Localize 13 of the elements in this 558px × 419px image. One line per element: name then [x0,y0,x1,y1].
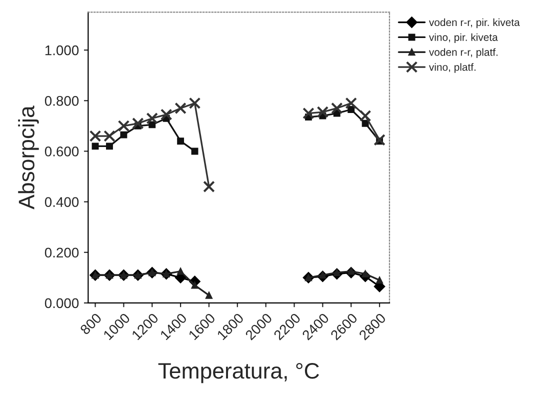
y-tick-label: 0.800 [44,96,79,106]
legend-label: voden r-r, pir. kiveta [428,18,520,28]
y-tick-label: 0.400 [44,197,79,207]
y-tick-label: 0.600 [44,146,79,156]
x-axis-title: Temperatura, °C [158,362,319,384]
legend-label: vino, pir. kiveta [428,33,498,44]
y-axis-title: Absorpcija [18,106,39,210]
y-tick-label: 0.200 [44,248,79,258]
x-tick-label: 800 [80,312,102,336]
y-tick-label: 1.000 [45,45,79,56]
legend-label: voden r-r, platf. [428,48,498,58]
y-tick-label: 0.000 [44,298,79,308]
legend-label: vino, platf. [428,63,476,73]
